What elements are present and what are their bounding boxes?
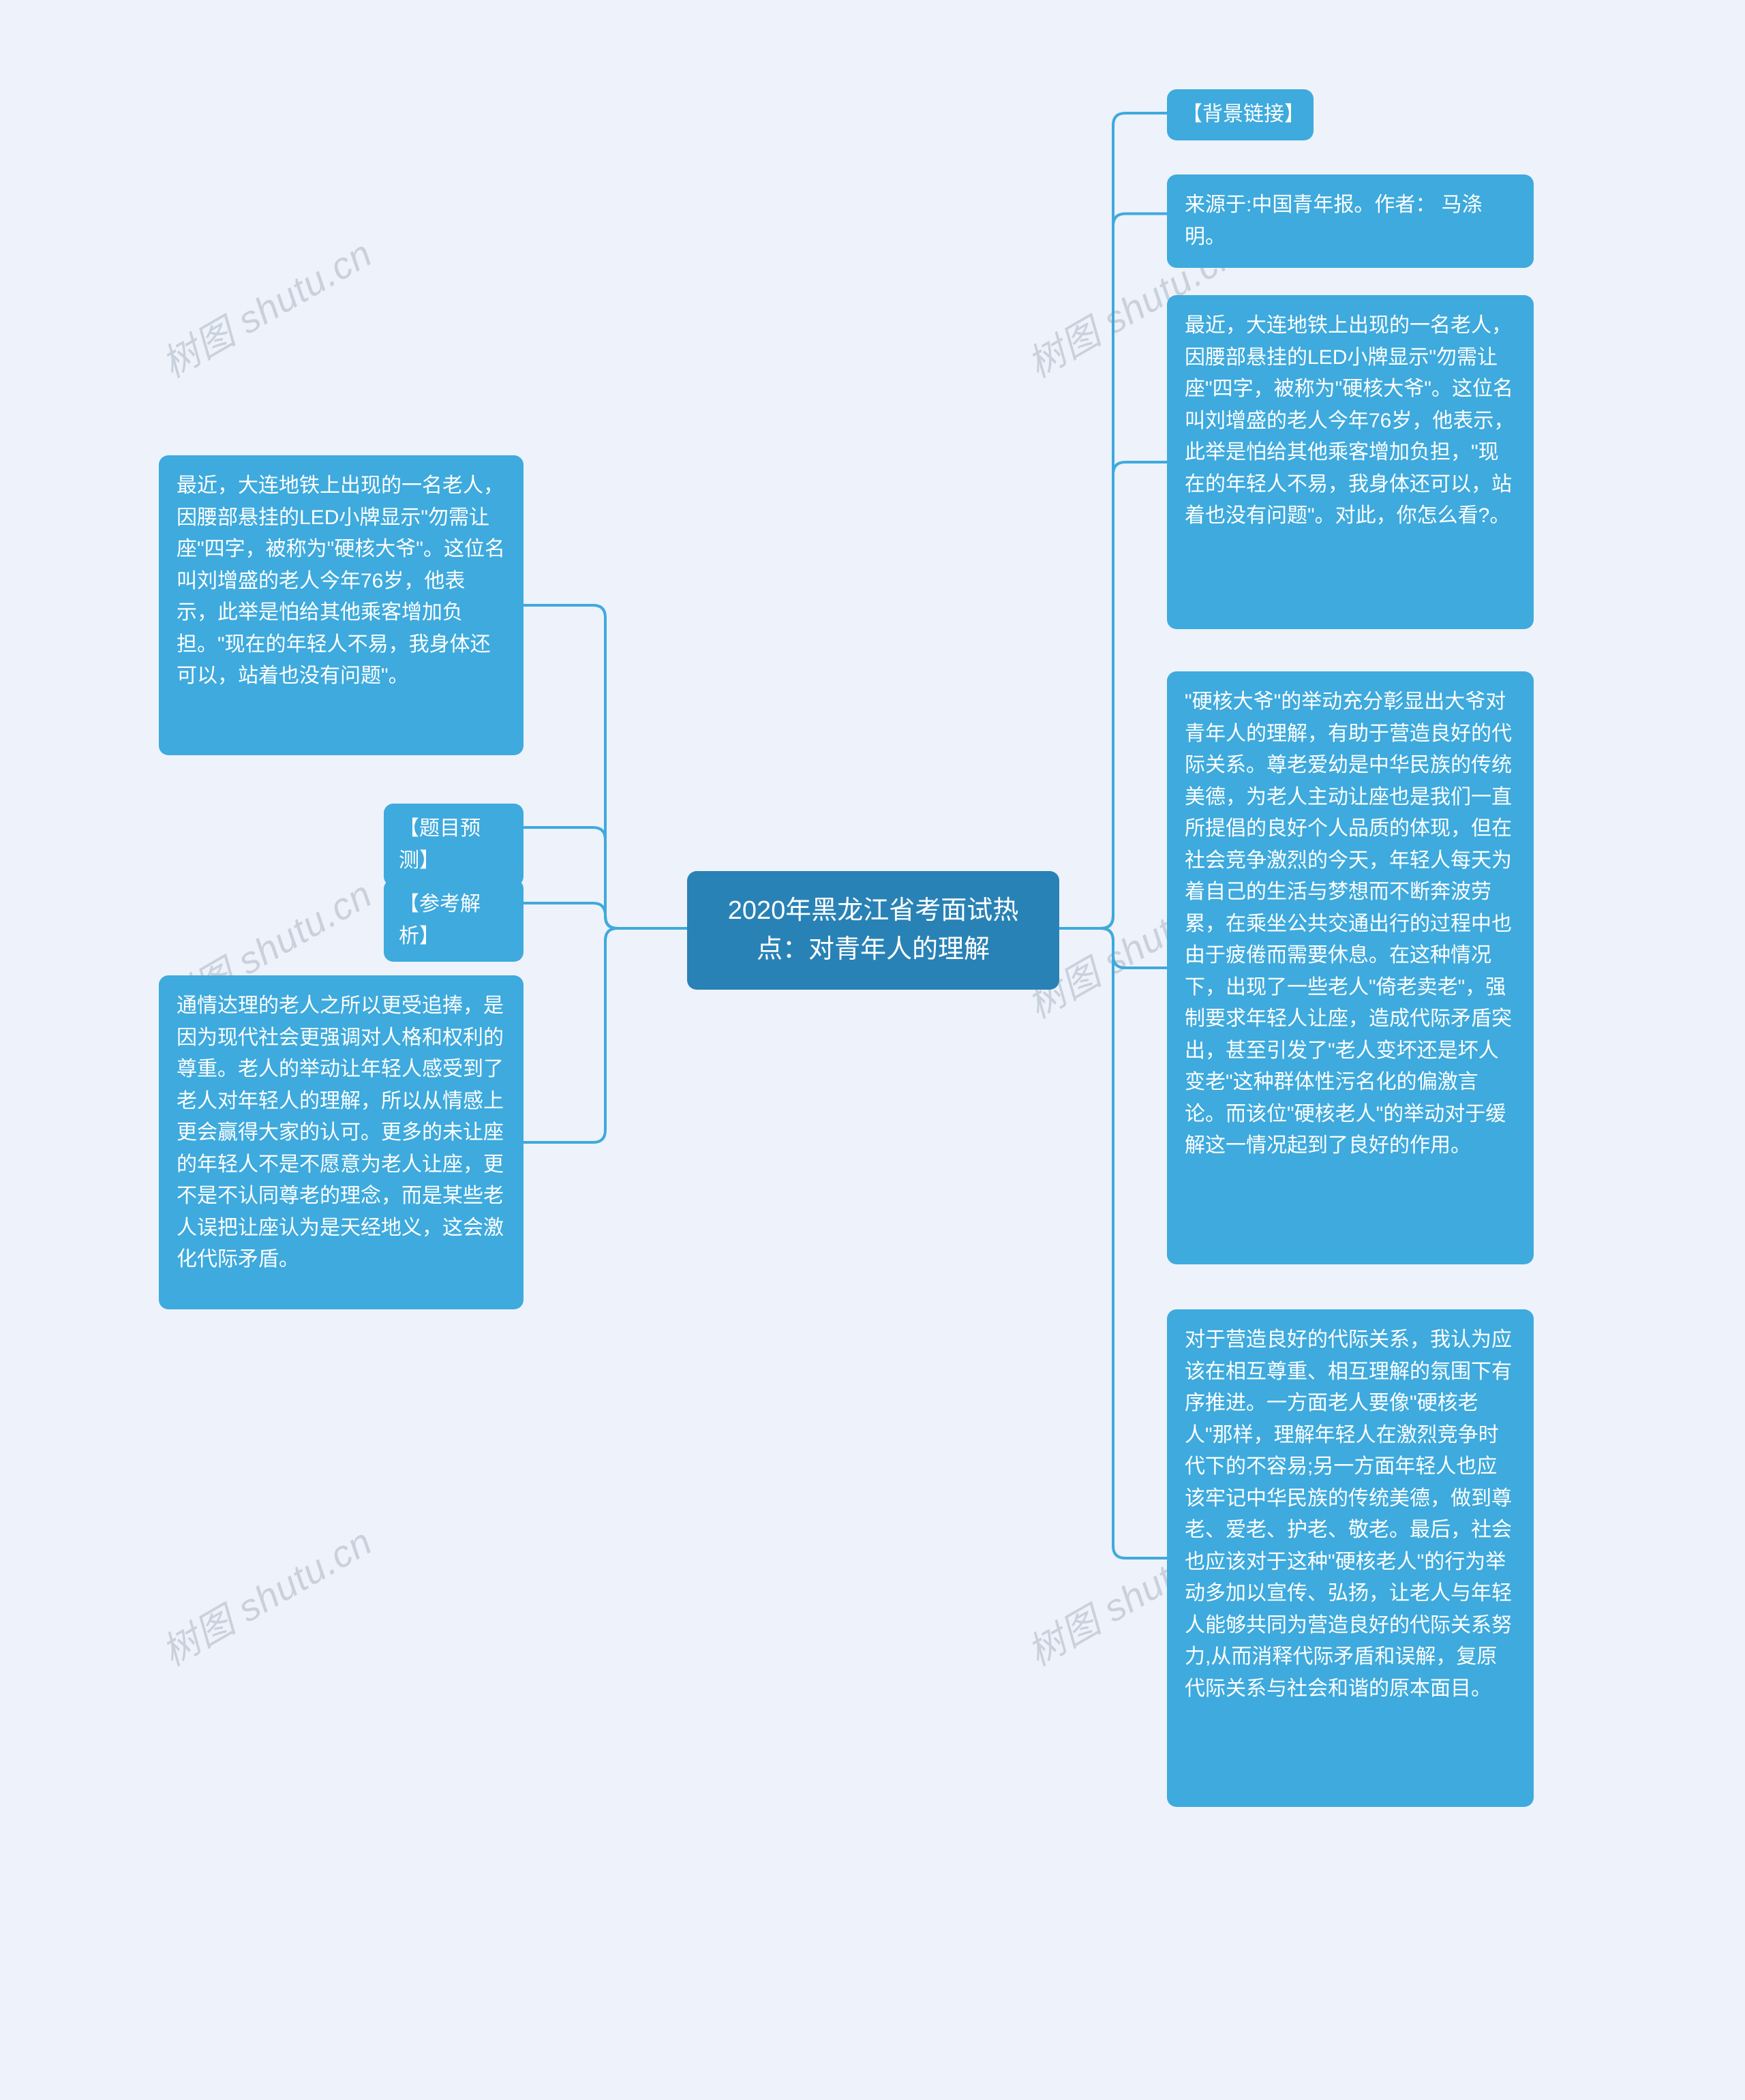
left-top-paragraph[interactable]: 最近，大连地铁上出现的一名老人，因腰部悬挂的LED小牌显示"勿需让座"四字，被称… bbox=[159, 455, 524, 755]
node-text: 【参考解析】 bbox=[399, 893, 481, 947]
node-text: 【题目预测】 bbox=[399, 817, 481, 872]
right-source-paragraph[interactable]: 来源于:中国青年报。作者： 马涤明。 bbox=[1167, 174, 1534, 268]
mindmap-canvas: 树图 shutu.cn 树图 shutu.cn 树图 shutu.cn 树图 s… bbox=[0, 0, 1745, 2100]
center-node[interactable]: 2020年黑龙江省考面试热点：对青年人的理解 bbox=[687, 871, 1059, 990]
node-text: 通情达理的老人之所以更受追捧，是因为现代社会更强调对人格和权利的尊重。老人的举动… bbox=[177, 994, 504, 1270]
node-text: 最近，大连地铁上出现的一名老人，因腰部悬挂的LED小牌显示"勿需让座"四字，被称… bbox=[177, 474, 505, 687]
right-analysis1-paragraph[interactable]: "硬核大爷"的举动充分彰显出大爷对青年人的理解，有助于营造良好的代际关系。尊老爱… bbox=[1167, 671, 1534, 1264]
left-label-analysis[interactable]: 【参考解析】 bbox=[384, 879, 524, 962]
node-text: 最近，大连地铁上出现的一名老人，因腰部悬挂的LED小牌显示"勿需让座"四字，被称… bbox=[1185, 314, 1514, 527]
right-intro-paragraph[interactable]: 最近，大连地铁上出现的一名老人，因腰部悬挂的LED小牌显示"勿需让座"四字，被称… bbox=[1167, 295, 1534, 629]
right-analysis2-paragraph[interactable]: 对于营造良好的代际关系，我认为应该在相互尊重、相互理解的氛围下有序推进。一方面老… bbox=[1167, 1309, 1534, 1807]
node-text: 来源于:中国青年报。作者： 马涤明。 bbox=[1185, 194, 1483, 248]
node-text: 对于营造良好的代际关系，我认为应该在相互尊重、相互理解的氛围下有序推进。一方面老… bbox=[1185, 1328, 1512, 1700]
left-label-prediction[interactable]: 【题目预测】 bbox=[384, 804, 524, 886]
left-bottom-paragraph[interactable]: 通情达理的老人之所以更受追捧，是因为现代社会更强调对人格和权利的尊重。老人的举动… bbox=[159, 975, 524, 1309]
center-node-text: 2020年黑龙江省考面试热点：对青年人的理解 bbox=[728, 896, 1019, 964]
right-label-background[interactable]: 【背景链接】 bbox=[1167, 89, 1314, 140]
node-text: "硬核大爷"的举动充分彰显出大爷对青年人的理解，有助于营造良好的代际关系。尊老爱… bbox=[1185, 690, 1512, 1157]
node-text: 【背景链接】 bbox=[1182, 103, 1305, 125]
